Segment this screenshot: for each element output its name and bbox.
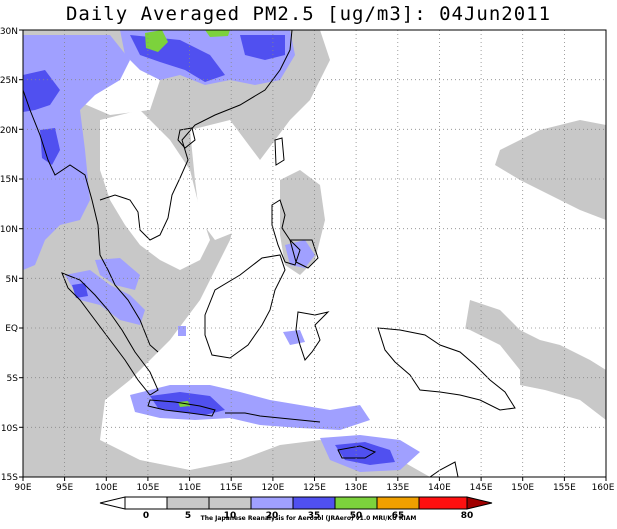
colorbar-swatch [418, 496, 468, 510]
shade-lblue-cb [178, 326, 186, 336]
coast-sulawesi [295, 311, 330, 361]
shade-white-scs [190, 120, 260, 240]
lat-labels: 30N 25N 20N 15N 10N 5N EQ 5S 10S 15S [0, 27, 18, 483]
colorbar-swatch [376, 496, 420, 510]
lon-label: 130E [345, 483, 368, 493]
shade-white-sulawesi [300, 300, 350, 365]
colorbar-labels: 0 5 10 20 35 50 65 80 [143, 511, 473, 521]
lon-label: 125E [303, 483, 326, 493]
shade-green-2 [205, 30, 230, 37]
colorbar-tick: 0 [143, 511, 149, 521]
colorbar-swatch [166, 496, 210, 510]
shade-blue-nw [23, 70, 60, 112]
coast-australia [429, 461, 459, 477]
shade-green-1 [145, 30, 168, 52]
lat-label: 15N [0, 175, 18, 185]
coast-mainland [23, 30, 293, 353]
lon-label: 140E [428, 483, 451, 493]
lon-label: 110E [178, 483, 201, 493]
lon-label: 95E [56, 483, 73, 493]
lon-label: 105E [136, 483, 159, 493]
shade-lblue-ph [285, 240, 315, 268]
lon-label: 145E [470, 483, 493, 493]
colorbar-swatch [208, 496, 252, 510]
shade-blue-malay [72, 283, 88, 298]
colorbar-tick: 35 [308, 511, 321, 521]
colorbar-tick: 65 [392, 511, 405, 521]
lat-label: 20N [0, 126, 18, 136]
lat-label: EQ [5, 324, 18, 334]
coastlines [23, 30, 516, 477]
shade-gray-pacific [495, 120, 606, 220]
colorbar-left-cap [99, 496, 126, 510]
lat-label: 5N [6, 275, 18, 285]
credit-line: The Japanese Reanalysis for Aerosol (JRA… [200, 515, 417, 522]
lat-label: 10N [0, 225, 18, 235]
lat-label: 25N [0, 76, 18, 86]
map-title: Daily Averaged PM2.5 [ug/m3]: 04Jun2011 [65, 3, 552, 25]
shade-white-indochina [100, 110, 210, 270]
lat-label: 15S [1, 473, 18, 483]
colorbar-swatch [124, 496, 168, 510]
colorbar [99, 496, 493, 510]
colorbar-swatch [250, 496, 294, 510]
coast-lesser-sunda [225, 412, 321, 423]
coast-ph [271, 199, 301, 266]
shade-white-png [355, 315, 520, 420]
shade-white-borneo [205, 265, 300, 365]
colorbar-swatch [334, 496, 378, 510]
coast-borneo [204, 254, 286, 359]
colorbar-tick: 20 [266, 511, 279, 521]
colorbar-tick: 80 [461, 511, 474, 521]
coast-png [377, 327, 516, 411]
lon-label: 150E [511, 483, 534, 493]
coast-hainan [177, 127, 196, 149]
lon-label: 135E [386, 483, 409, 493]
coast-sumatra [61, 272, 159, 396]
coast-taiwan [274, 137, 285, 166]
lon-labels: 90E 95E 100E 105E 110E 115E 120E 125E 13… [14, 483, 614, 493]
colorbar-tick: 50 [350, 511, 363, 521]
lon-label: 155E [553, 483, 576, 493]
lon-label: 90E [14, 483, 31, 493]
lat-label: 30N [0, 27, 18, 37]
shade-blue-bay [40, 128, 60, 165]
colorbar-tick: 5 [185, 511, 191, 521]
lon-label: 115E [220, 483, 243, 493]
coast-java [147, 399, 216, 417]
lat-label: 5S [7, 374, 19, 384]
lon-label: 120E [261, 483, 284, 493]
lat-label: 10S [1, 424, 18, 434]
colorbar-tick: 10 [224, 511, 237, 521]
tick-marks [19, 29, 607, 481]
colorbar-right-cap [466, 496, 493, 510]
shade-gray-pacific-2 [465, 300, 606, 420]
grid-lines [23, 30, 606, 477]
shade-blue-north2 [240, 35, 285, 60]
coast-ph-s [289, 239, 319, 269]
lon-label: 100E [95, 483, 118, 493]
colorbar-swatch [292, 496, 336, 510]
lon-label: 160E [592, 483, 615, 493]
